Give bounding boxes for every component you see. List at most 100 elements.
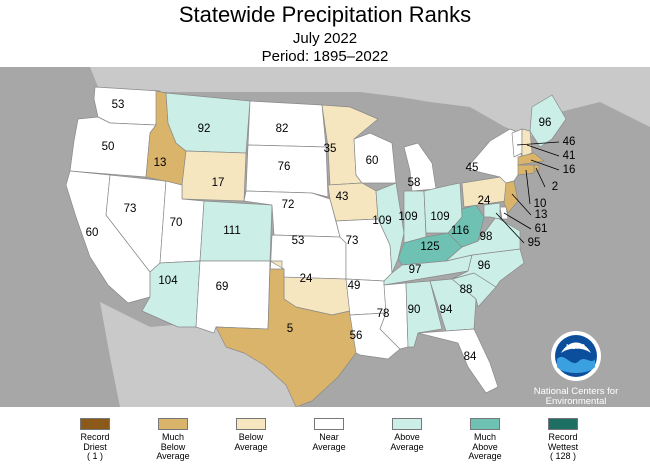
- rank-label-ks: 53: [292, 235, 305, 247]
- legend-label: Average: [312, 441, 346, 452]
- rank-label-nh: 41: [563, 150, 576, 162]
- rank-label-fl: 84: [464, 351, 477, 363]
- legend-label: Average: [156, 451, 190, 461]
- rank-label-ma: 16: [563, 164, 576, 176]
- rank-label-mi: 58: [408, 177, 421, 189]
- rank-label-mn: 35: [324, 143, 337, 155]
- rank-label-ne: 72: [282, 199, 295, 211]
- rank-label-ri: 2: [552, 181, 558, 193]
- legend-swatch: [470, 418, 500, 430]
- us-precipitation-map: 53 50 60 73 13 92 17 70 104 111 69 82 76 72 53 24 5 35 43 7…: [0, 67, 650, 427]
- leader-line-md: [495, 212, 525, 244]
- rank-label-in: 109: [398, 211, 417, 223]
- credit-line-3: Information: [552, 406, 600, 417]
- rank-label-ga: 94: [440, 304, 453, 316]
- legend-swatch: [314, 418, 344, 430]
- rank-label-wv: 116: [451, 225, 469, 237]
- leader-line-ma: [530, 159, 560, 171]
- state-wa: [93, 86, 161, 126]
- legend-label: Average: [390, 441, 424, 452]
- rank-label-ca: 60: [86, 227, 99, 239]
- rank-label-wi: 60: [366, 155, 379, 167]
- rank-label-nm: 69: [216, 281, 229, 293]
- state-ga: [429, 278, 477, 332]
- state-il: [375, 182, 405, 274]
- rank-label-ar: 49: [348, 280, 361, 292]
- legend-label: Driest: [83, 441, 107, 452]
- rank-label-mo: 73: [346, 235, 359, 247]
- legend-label: Below: [160, 441, 186, 452]
- legend-item-record-wettest: Record Wettest( 128 ): [528, 418, 598, 462]
- legend-label: Much: [473, 432, 496, 442]
- rank-label-va: 98: [480, 231, 493, 243]
- state-nm: [195, 260, 271, 334]
- leader-line-de: [503, 212, 532, 230]
- rank-label-tn: 97: [409, 264, 422, 276]
- legend: Record Driest( 1 ) Much Below Average Below Av…: [60, 418, 620, 473]
- legend-label: Average: [468, 451, 502, 461]
- map-month: July 2022: [292, 30, 358, 47]
- credit-line-1: National Centers for: [533, 386, 619, 397]
- legend-label: Above: [472, 441, 498, 452]
- rank-label-ct: 10: [534, 198, 547, 210]
- rank-label-ny: 45: [466, 162, 479, 174]
- rank-label-al: 90: [408, 304, 421, 316]
- legend-label: Record: [548, 432, 578, 442]
- legend-item-record-driest: Record Driest( 1 ): [60, 418, 130, 462]
- credit-line-2: Environmental: [545, 396, 607, 407]
- legend-item-above: Above Average: [372, 418, 442, 452]
- rank-label-md: 95: [528, 237, 541, 249]
- rank-label-tx: 5: [287, 323, 293, 335]
- legend-label: Above: [394, 432, 420, 442]
- legend-swatch: [158, 418, 188, 430]
- noaa-logo-icon: NOAA: [551, 331, 601, 381]
- rank-label-oh: 109: [430, 211, 449, 223]
- map-canvas: 5350607313921770104111698276725324535437…: [65, 67, 650, 407]
- state-md: [483, 202, 501, 220]
- rank-label-wy: 17: [212, 177, 225, 189]
- rank-label-nc: 96: [478, 260, 491, 272]
- rank-label-ky: 125: [420, 241, 439, 253]
- map-titles: Statewide Precipitation Ranks July 2022 …: [0, 0, 650, 67]
- mexico-land: [100, 302, 300, 407]
- legend-label: ( 128 ): [549, 451, 576, 461]
- legend-item-near: Near Average: [294, 418, 364, 452]
- svg-text:NOAA: NOAA: [566, 344, 586, 351]
- leader-line-vt: [516, 141, 560, 146]
- legend-label: Much: [161, 432, 184, 442]
- leader-line-ri: [535, 167, 546, 188]
- legend-label: Record: [80, 432, 110, 442]
- legend-label: Average: [234, 441, 268, 452]
- rank-label-il: 109: [372, 215, 391, 227]
- state-vt: [511, 128, 523, 158]
- legend-swatch: [80, 418, 110, 430]
- legend-item-much-above: Much Above Average: [450, 418, 520, 462]
- state-wy: [181, 150, 247, 202]
- state-nh: [521, 128, 533, 158]
- legend-label: ( 1 ): [86, 451, 103, 461]
- state-az: [141, 260, 201, 328]
- legend-item-below: Below Average: [216, 418, 286, 452]
- state-fl: [417, 328, 499, 394]
- legend-swatch: [392, 418, 422, 430]
- rank-label-or: 50: [102, 141, 115, 153]
- rank-label-nj: 13: [535, 209, 548, 221]
- noaa-credit: NOAA National Centers for Environmental …: [520, 329, 650, 427]
- rank-label-la: 56: [350, 330, 363, 342]
- leader-line-ct: [525, 169, 531, 205]
- great-lakes: [345, 122, 500, 185]
- legend-label: Near: [319, 432, 339, 442]
- state-sd: [245, 144, 329, 198]
- leader-line-nj: [511, 193, 532, 216]
- state-wv: [447, 204, 485, 248]
- legend-item-much-below: Much Below Average: [138, 418, 208, 462]
- leader-line-nh: [526, 144, 560, 157]
- rank-label-mt: 92: [198, 123, 211, 135]
- rank-label-ok: 24: [300, 273, 313, 285]
- state-ri: [533, 164, 540, 172]
- map-period: Period: 1895–2022: [261, 48, 389, 65]
- rank-label-pa: 24: [478, 195, 491, 207]
- rank-label-de: 61: [535, 223, 548, 235]
- legend-swatch: [236, 418, 266, 430]
- rank-label-co: 111: [223, 225, 240, 237]
